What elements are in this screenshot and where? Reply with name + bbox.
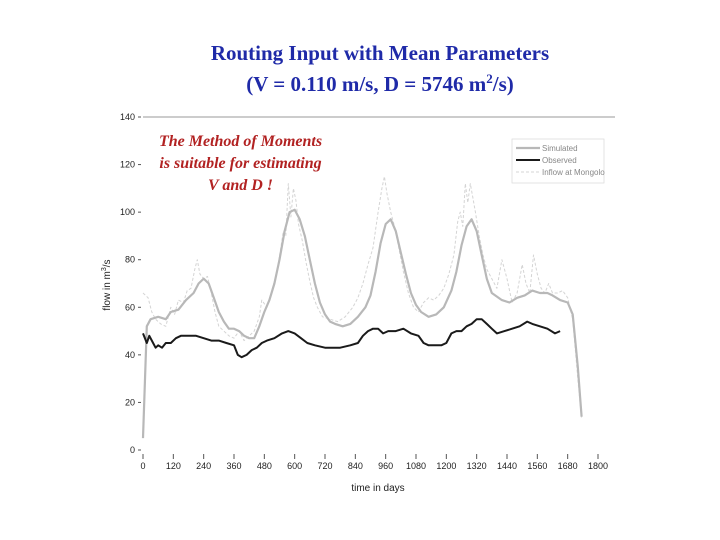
legend-label-2: Inflow at Mongolo [542,168,605,177]
y-tick-label-100: 100 [120,207,135,217]
series-line-simulated [141,208,583,439]
x-tick-label-1680: 1680 [558,461,578,471]
x-tick-label-0: 0 [140,461,145,471]
x-tick-label-1200: 1200 [436,461,456,471]
chart-title-line2-suffix: /s) [492,72,514,96]
annotation-line3: V and D ! [207,177,274,194]
x-tick-label-720: 720 [317,461,332,471]
x-tick-label-840: 840 [348,461,363,471]
y-tick-label-20: 20 [125,397,135,407]
y-tick-label-140: 140 [120,112,135,122]
y-tick-label-120: 120 [120,160,135,170]
y-tick-label-0: 0 [130,445,135,455]
chart-title-line1: Routing Input with Mean Parameters [210,41,550,65]
chart-title-line2-sup: 2 [486,71,493,86]
legend-label-0: Simulated [542,144,578,153]
annotation-line2: is suitable for estimating [159,155,322,172]
y-tick-label-40: 40 [125,350,135,360]
annotation-line1: The Method of Moments [158,133,323,150]
x-tick-label-1320: 1320 [467,461,487,471]
x-axis-label: time in days [351,483,404,494]
x-tick-label-1800: 1800 [588,461,608,471]
chart-title-line2: (V = 0.110 m/s, D = 5746 m2/s) [0,71,720,97]
x-tick-label-600: 600 [287,461,302,471]
y-tick-label-80: 80 [125,255,135,265]
y-axis-label-prefix: flow in m [102,271,113,310]
chart-title-line2-prefix: (V = 0.110 m/s, D = 5746 m [246,72,487,96]
series-line-observed [142,318,561,359]
x-tick-label-480: 480 [257,461,272,471]
x-tick-label-1440: 1440 [497,461,517,471]
y-axis-label-suffix: /s [102,259,113,267]
legend-label-1: Observed [542,156,577,165]
x-tick-label-960: 960 [378,461,393,471]
x-tick-label-1560: 1560 [527,461,547,471]
x-tick-label-1080: 1080 [406,461,426,471]
series-line-inflow-at-mongolo [142,176,583,420]
y-axis-label: flow in m3/s [101,259,113,310]
x-tick-label-120: 120 [166,461,181,471]
y-axis-label-sup: 3 [101,267,108,271]
x-tick-label-240: 240 [196,461,211,471]
x-tick-label-360: 360 [226,461,241,471]
y-tick-label-60: 60 [125,302,135,312]
